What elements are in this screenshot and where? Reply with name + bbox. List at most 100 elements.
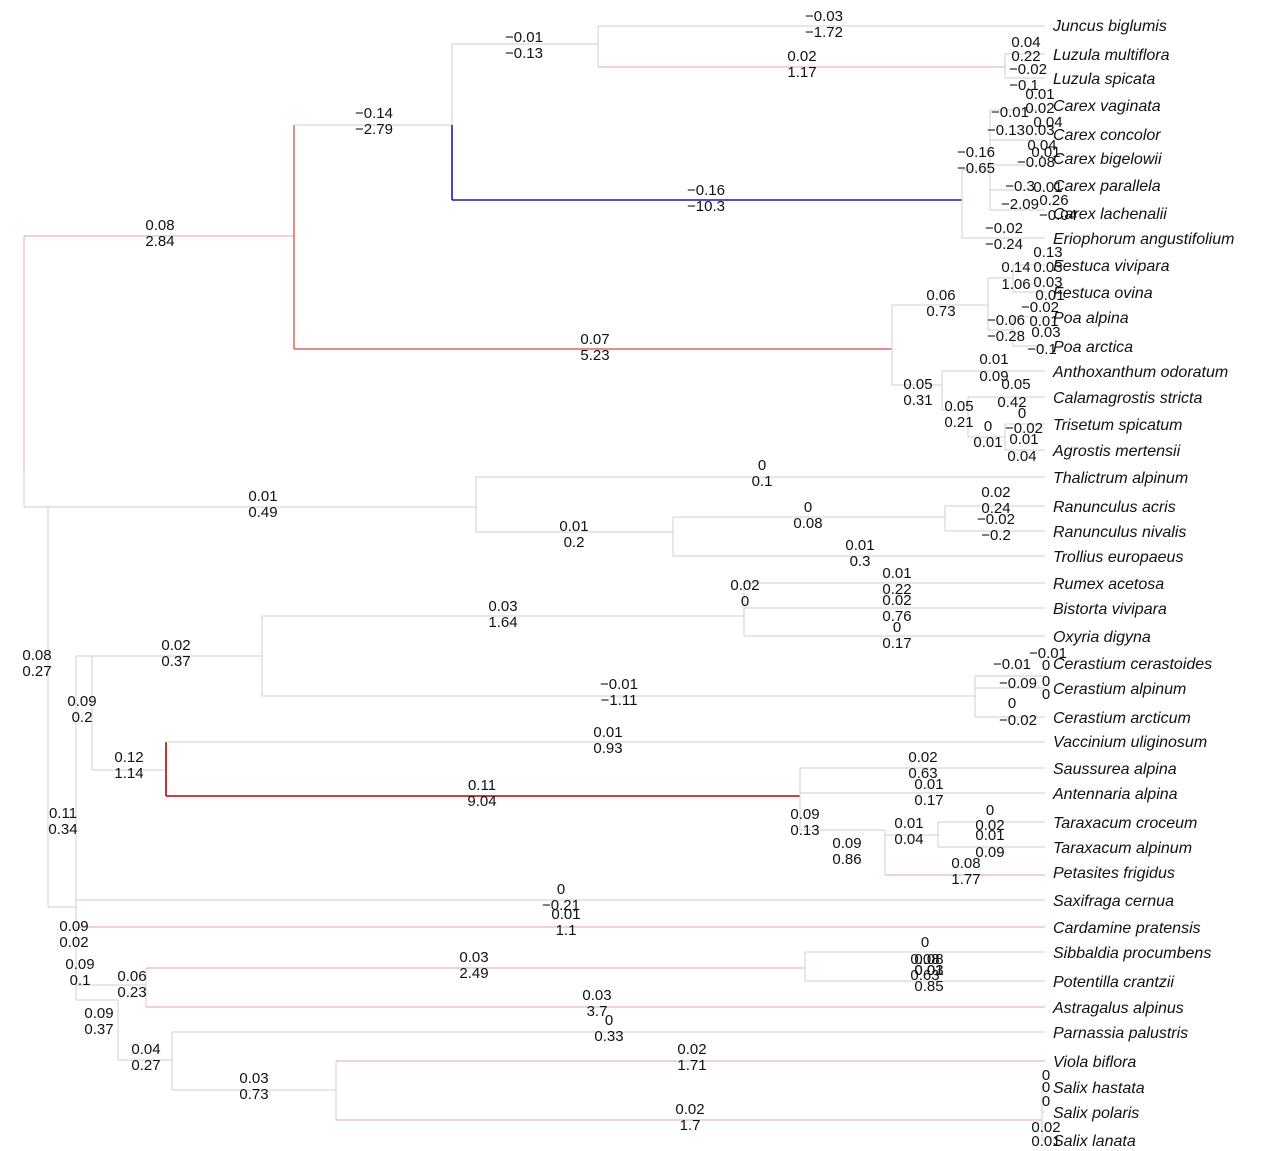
branch-value-top: 0.02 [161, 637, 190, 654]
tip-value-label: 0.03 [914, 962, 943, 979]
tip-value-label: 0.14 [1001, 259, 1030, 276]
taxon-label: Trisetum spicatum [1053, 417, 1183, 434]
branch-value-top: 0.03 [488, 598, 517, 615]
taxon-label: Thalictrum alpinum [1053, 470, 1188, 487]
branch-value-top: 0.02 [787, 48, 816, 65]
taxon-label: Vaccinium uliginosum [1053, 734, 1207, 751]
taxon-label: Cerastium arcticum [1053, 710, 1191, 727]
tip-value-label: 0.03 [1033, 274, 1062, 291]
branch-value-bottom: 0.85 [914, 978, 943, 995]
branch-value-bottom: −0.65 [957, 160, 995, 177]
branch-value-bottom: 0.76 [882, 608, 911, 625]
branch-value-top: 0.03 [459, 949, 488, 966]
branch-value-bottom: 0.86 [832, 851, 861, 868]
branch-value-bottom: 0.49 [248, 504, 277, 521]
branch-value-bottom: 0.73 [926, 303, 955, 320]
tip-value-labels: 0.040.22−0.02−0.10.01−0.010.020.04−0.13 0… [914, 34, 1077, 1150]
tip-value-label: 0.02 [975, 817, 1004, 834]
tip-value-label: 0.01 [1009, 431, 1038, 448]
tip-value-label: −0.08 [1017, 154, 1055, 171]
branch-value-top: −0.02 [977, 511, 1015, 528]
taxon-label: Carex bigelowii [1053, 151, 1162, 168]
tip-value-label: 0.03 [1031, 324, 1060, 341]
branch-value-top: 0 [605, 1012, 613, 1029]
taxon-label: Carex vaginata [1053, 98, 1161, 115]
branch-value-bottom: −10.3 [687, 198, 725, 215]
branch-value-bottom: −1.72 [805, 24, 843, 41]
taxon-label: Petasites frigidus [1053, 865, 1175, 882]
branch-value-bottom: 2.84 [145, 233, 174, 250]
branch-value-bottom: 0.2 [72, 709, 93, 726]
branch-value-bottom: 0.63 [910, 967, 939, 984]
branch-value-bottom: 0.37 [161, 653, 190, 670]
branch-value-top: −0.16 [687, 182, 725, 199]
taxon-label: Bistorta vivipara [1053, 601, 1167, 618]
branch-value-top: −0.01 [505, 29, 543, 46]
tip-value-label: 0.08 [914, 951, 943, 968]
taxon-label: Juncus biglumis [1052, 18, 1167, 35]
taxon-label: Sibbaldia procumbens [1053, 945, 1211, 962]
branch-value-top: 0.01 [593, 724, 622, 741]
tip-value-label: 0 [1042, 1067, 1050, 1084]
branch-value-top: 0.12 [114, 749, 143, 766]
branch-value-bottom: 0.31 [903, 392, 932, 409]
tip-value-label: −0.01 [1029, 645, 1067, 662]
branch-value-bottom: 1.7 [680, 1117, 701, 1134]
tip-value-label: 0.03 [1033, 259, 1062, 276]
branch-value-top: 0.11 [49, 805, 77, 822]
branch-value-top: 0.02 [675, 1101, 704, 1118]
tip-value-label: 0 [1008, 695, 1016, 712]
branch-value-bottom: 1.77 [951, 871, 980, 888]
branch-value-bottom: 0.27 [22, 663, 51, 680]
branch-value-top: 0.09 [84, 1005, 113, 1022]
branch-value-bottom: 0.1 [70, 972, 91, 989]
tip-value-label: −0.02 [999, 712, 1037, 729]
branch-value-bottom: −0.24 [985, 236, 1023, 253]
branch-value-bottom: 0.21 [944, 414, 973, 431]
branch-value-bottom: 0 [741, 593, 749, 610]
taxon-label: Saussurea alpina [1053, 761, 1177, 778]
branch-value-top: 0.02 [730, 577, 759, 594]
branch-value-top: 0.01 [914, 776, 943, 793]
taxon-label: Salix lanata [1053, 1133, 1136, 1150]
branch-labels: 0.082.84−0.14−2.79−0.01−0.13−0.03−1.720.… [22, 8, 1023, 1134]
tip-value-label: 0.22 [1011, 48, 1040, 65]
tip-value-label: 0 [1018, 405, 1026, 422]
branch-value-top: 0.09 [65, 956, 94, 973]
branch-value-top: 0.09 [790, 806, 819, 823]
branch-value-top: 0.01 [914, 962, 943, 979]
branch-value-bottom: 0.13 [790, 822, 819, 839]
tip-value-label: 0.01 [1025, 86, 1054, 103]
branch-value-bottom: 1.14 [114, 765, 143, 782]
tip-value-label: −0.01 [993, 656, 1031, 673]
tip-value-label: 0.05 [1001, 376, 1030, 393]
taxon-label: Salix hastata [1053, 1080, 1145, 1097]
tip-value-label: 0.01 [1031, 1133, 1060, 1150]
branch-value-top: 0 [758, 457, 766, 474]
branch-value-bottom: 5.23 [580, 347, 609, 364]
branch-value-top: 0.01 [882, 565, 911, 582]
branch-value-top: 0.02 [908, 749, 937, 766]
tip-value-label: −0.09 [999, 675, 1037, 692]
tip-value-label: 0.03 [1025, 122, 1054, 139]
tip-value-label: 1.06 [1001, 276, 1030, 293]
taxon-label: Carex lachenalii [1053, 206, 1167, 223]
branch-value-top: −0.16 [957, 144, 995, 161]
branch-value-top: 0.08 [22, 647, 51, 664]
branch-value-bottom: −1.11 [601, 692, 638, 709]
tip-value-label: 0.04 [1027, 137, 1056, 154]
branch-value-top: 0 [804, 499, 812, 516]
tip-value-label: 0.01 [975, 827, 1004, 844]
branch-value-top: 0.05 [903, 376, 932, 393]
tip-value-label: 0.01 [1035, 287, 1064, 304]
branch-value-bottom: 0.24 [981, 500, 1010, 517]
taxon-label: Poa arctica [1053, 339, 1133, 356]
taxon-label: Poa alpina [1053, 310, 1129, 327]
branch-value-top: 0.01 [894, 815, 923, 832]
branch-value-top: 0.11 [468, 777, 496, 794]
branch-value-top: 0.02 [882, 592, 911, 609]
branch-value-top: 0.01 [551, 906, 580, 923]
branch-value-top: 0.01 [248, 488, 277, 505]
tip-value-label: −0.02 [1005, 420, 1043, 437]
